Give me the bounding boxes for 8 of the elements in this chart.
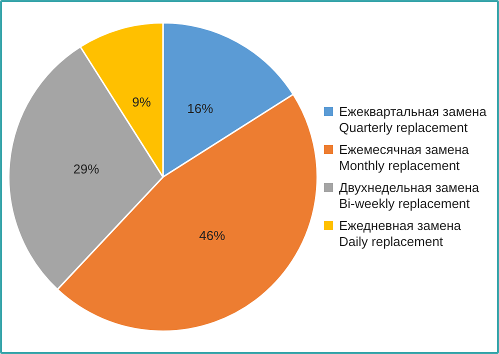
data-label: 46%	[199, 228, 226, 244]
legend-label: Ежемесячная замена Monthly replacement	[339, 142, 469, 174]
data-label: 9%	[132, 94, 152, 110]
data-label: 29%	[73, 161, 100, 176]
legend-label: Ежедневная замена Daily replacement	[339, 218, 462, 250]
data-label: 16%	[187, 100, 214, 116]
legend-label: Ежеквартальная замена Quarterly replacement	[339, 104, 486, 136]
legend-label: Двухнедельная замена Bi-weekly replacement	[339, 180, 480, 212]
